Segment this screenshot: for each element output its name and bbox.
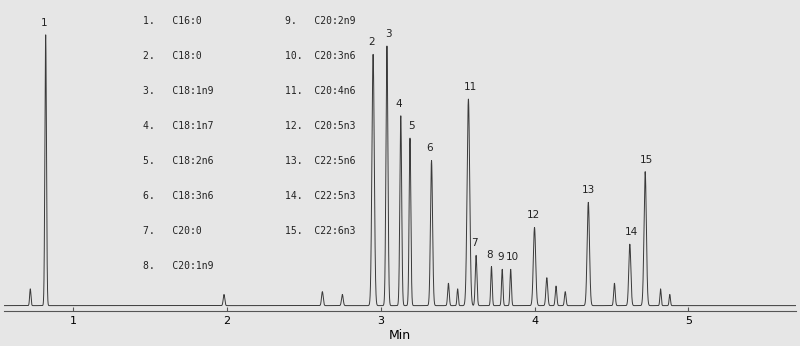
X-axis label: Min: Min xyxy=(389,329,411,342)
Text: 4: 4 xyxy=(396,99,402,109)
Text: 9.   C20:2n9: 9. C20:2n9 xyxy=(286,17,356,26)
Text: 10.  C20:3n6: 10. C20:3n6 xyxy=(286,52,356,62)
Text: 11: 11 xyxy=(463,82,477,92)
Text: 11.  C20:4n6: 11. C20:4n6 xyxy=(286,86,356,97)
Text: 7.   C20:0: 7. C20:0 xyxy=(142,226,202,236)
Text: 6.   C18:3n6: 6. C18:3n6 xyxy=(142,191,214,201)
Text: 5.   C18:2n6: 5. C18:2n6 xyxy=(142,156,214,166)
Text: 8: 8 xyxy=(486,249,494,260)
Text: 9: 9 xyxy=(498,252,504,262)
Text: 12.  C20:5n3: 12. C20:5n3 xyxy=(286,121,356,131)
Text: 5: 5 xyxy=(408,121,415,131)
Text: 13.  C22:5n6: 13. C22:5n6 xyxy=(286,156,356,166)
Text: 3: 3 xyxy=(385,29,392,39)
Text: 6: 6 xyxy=(426,144,434,154)
Text: 10: 10 xyxy=(506,252,518,262)
Text: 15.  C22:6n3: 15. C22:6n3 xyxy=(286,226,356,236)
Text: 1.   C16:0: 1. C16:0 xyxy=(142,17,202,26)
Text: 3.   C18:1n9: 3. C18:1n9 xyxy=(142,86,214,97)
Text: 15: 15 xyxy=(640,155,654,165)
Text: 14.  C22:5n3: 14. C22:5n3 xyxy=(286,191,356,201)
Text: 2.   C18:0: 2. C18:0 xyxy=(142,52,202,62)
Text: 2: 2 xyxy=(368,37,375,47)
Text: 1: 1 xyxy=(41,18,47,28)
Text: 13: 13 xyxy=(582,185,595,195)
Text: 8.   C20:1n9: 8. C20:1n9 xyxy=(142,262,214,272)
Text: 14: 14 xyxy=(625,227,638,237)
Text: 4.   C18:1n7: 4. C18:1n7 xyxy=(142,121,214,131)
Text: 12: 12 xyxy=(526,210,539,220)
Text: 7: 7 xyxy=(471,238,478,248)
